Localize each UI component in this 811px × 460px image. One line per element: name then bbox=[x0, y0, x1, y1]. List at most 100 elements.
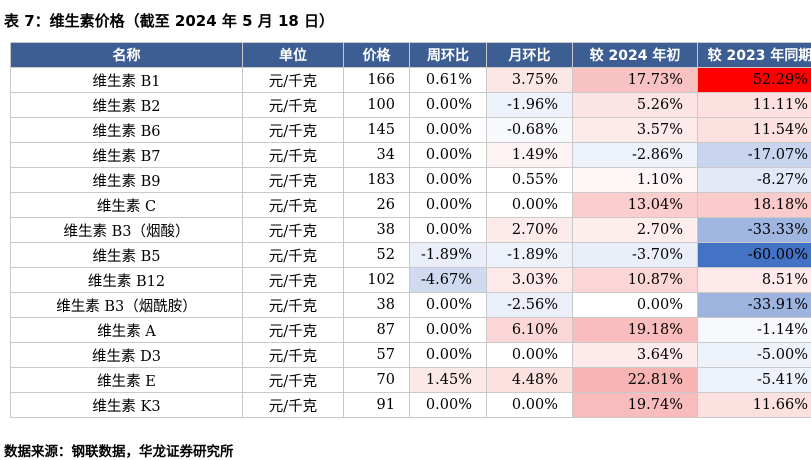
cell-ytd: 13.04% bbox=[573, 193, 698, 218]
table-caption: 表 7：维生素价格（截至 2024 年 5 月 18 日） bbox=[4, 10, 334, 31]
cell-yoy: -5.41% bbox=[698, 368, 811, 393]
cell-wow: 1.45% bbox=[410, 368, 487, 393]
col-header-name: 名称 bbox=[11, 43, 243, 68]
cell-ytd: 3.64% bbox=[573, 343, 698, 368]
cell-mom: -1.96% bbox=[487, 93, 573, 118]
cell-wow: 0.00% bbox=[410, 168, 487, 193]
cell-price: 38 bbox=[344, 218, 410, 243]
cell-wow: -1.89% bbox=[410, 243, 487, 268]
cell-price: 52 bbox=[344, 243, 410, 268]
cell-yoy: 11.66% bbox=[698, 393, 811, 418]
col-header-ytd: 较 2024 年初 bbox=[573, 43, 698, 68]
cell-wow: 0.00% bbox=[410, 343, 487, 368]
cell-wow: 0.00% bbox=[410, 93, 487, 118]
cell-name: 维生素 B9 bbox=[11, 168, 243, 193]
cell-name: 维生素 A bbox=[11, 318, 243, 343]
cell-price: 57 bbox=[344, 343, 410, 368]
cell-price: 91 bbox=[344, 393, 410, 418]
cell-name: 维生素 B12 bbox=[11, 268, 243, 293]
cell-ytd: 17.73% bbox=[573, 68, 698, 93]
cell-yoy: -1.14% bbox=[698, 318, 811, 343]
cell-unit: 元/千克 bbox=[243, 118, 344, 143]
cell-unit: 元/千克 bbox=[243, 193, 344, 218]
cell-yoy: 8.51% bbox=[698, 268, 811, 293]
cell-price: 166 bbox=[344, 68, 410, 93]
cell-unit: 元/千克 bbox=[243, 218, 344, 243]
cell-name: 维生素 K3 bbox=[11, 393, 243, 418]
cell-mom: 0.00% bbox=[487, 193, 573, 218]
cell-name: 维生素 B6 bbox=[11, 118, 243, 143]
cell-wow: 0.00% bbox=[410, 318, 487, 343]
col-header-yoy: 较 2023 年同期 bbox=[698, 43, 811, 68]
cell-wow: 0.61% bbox=[410, 68, 487, 93]
cell-ytd: 2.70% bbox=[573, 218, 698, 243]
cell-ytd: 22.81% bbox=[573, 368, 698, 393]
cell-yoy: 11.54% bbox=[698, 118, 811, 143]
source-note: 数据来源：钢联数据，华龙证券研究所 bbox=[4, 440, 234, 460]
cell-mom: 0.00% bbox=[487, 343, 573, 368]
cell-yoy: 52.29% bbox=[698, 68, 811, 93]
cell-price: 70 bbox=[344, 368, 410, 393]
cell-yoy: -17.07% bbox=[698, 143, 811, 168]
cell-wow: -4.67% bbox=[410, 268, 487, 293]
cell-name: 维生素 E bbox=[11, 368, 243, 393]
cell-yoy: -60.00% bbox=[698, 243, 811, 268]
cell-unit: 元/千克 bbox=[243, 318, 344, 343]
cell-price: 145 bbox=[344, 118, 410, 143]
cell-ytd: 19.74% bbox=[573, 393, 698, 418]
cell-mom: 0.00% bbox=[487, 393, 573, 418]
cell-mom: 4.48% bbox=[487, 368, 573, 393]
cell-wow: 0.00% bbox=[410, 218, 487, 243]
cell-unit: 元/千克 bbox=[243, 68, 344, 93]
cell-wow: 0.00% bbox=[410, 143, 487, 168]
cell-unit: 元/千克 bbox=[243, 93, 344, 118]
cell-mom: 1.49% bbox=[487, 143, 573, 168]
cell-unit: 元/千克 bbox=[243, 168, 344, 193]
cell-price: 183 bbox=[344, 168, 410, 193]
cell-wow: 0.00% bbox=[410, 193, 487, 218]
header-row: 名称 单位 价格 周环比 月环比 较 2024 年初 较 2023 年同期 bbox=[11, 43, 811, 68]
cell-yoy: 11.11% bbox=[698, 93, 811, 118]
cell-mom: -1.89% bbox=[487, 243, 573, 268]
cell-price: 26 bbox=[344, 193, 410, 218]
cell-name: 维生素 D3 bbox=[11, 343, 243, 368]
col-header-wow: 周环比 bbox=[410, 43, 487, 68]
cell-ytd: -2.86% bbox=[573, 143, 698, 168]
cell-yoy: -8.27% bbox=[698, 168, 811, 193]
cell-wow: 0.00% bbox=[410, 393, 487, 418]
cell-price: 100 bbox=[344, 93, 410, 118]
cell-mom: 0.55% bbox=[487, 168, 573, 193]
cell-ytd: 0.00% bbox=[573, 293, 698, 318]
cell-wow: 0.00% bbox=[410, 118, 487, 143]
cell-yoy: -33.33% bbox=[698, 218, 811, 243]
cell-yoy: -33.91% bbox=[698, 293, 811, 318]
cell-mom: 6.10% bbox=[487, 318, 573, 343]
cell-mom: -2.56% bbox=[487, 293, 573, 318]
cell-yoy: -5.00% bbox=[698, 343, 811, 368]
cell-mom: 3.03% bbox=[487, 268, 573, 293]
col-header-mom: 月环比 bbox=[487, 43, 573, 68]
cell-name: 维生素 B2 bbox=[11, 93, 243, 118]
cell-mom: -0.68% bbox=[487, 118, 573, 143]
cell-name: 维生素 B1 bbox=[11, 68, 243, 93]
cell-name: 维生素 C bbox=[11, 193, 243, 218]
cell-name: 维生素 B3（烟酰胺） bbox=[11, 293, 243, 318]
cell-name: 维生素 B7 bbox=[11, 143, 243, 168]
cell-unit: 元/千克 bbox=[243, 243, 344, 268]
cell-unit: 元/千克 bbox=[243, 393, 344, 418]
cell-name: 维生素 B3（烟酸） bbox=[11, 218, 243, 243]
cell-mom: 2.70% bbox=[487, 218, 573, 243]
cell-ytd: 5.26% bbox=[573, 93, 698, 118]
cell-ytd: 19.18% bbox=[573, 318, 698, 343]
